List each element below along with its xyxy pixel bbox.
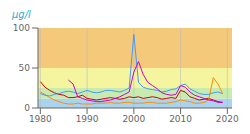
svg-text:2010: 2010 [169, 114, 192, 124]
svg-text:0: 0 [24, 103, 30, 113]
svg-text:1990: 1990 [76, 114, 99, 124]
svg-text:100: 100 [13, 23, 30, 33]
svg-text:2000: 2000 [122, 114, 145, 124]
svg-text:1980: 1980 [29, 114, 52, 124]
svg-text:2020: 2020 [216, 114, 239, 124]
svg-text:50: 50 [19, 63, 31, 73]
html-text:µg/l: µg/l [12, 9, 31, 20]
